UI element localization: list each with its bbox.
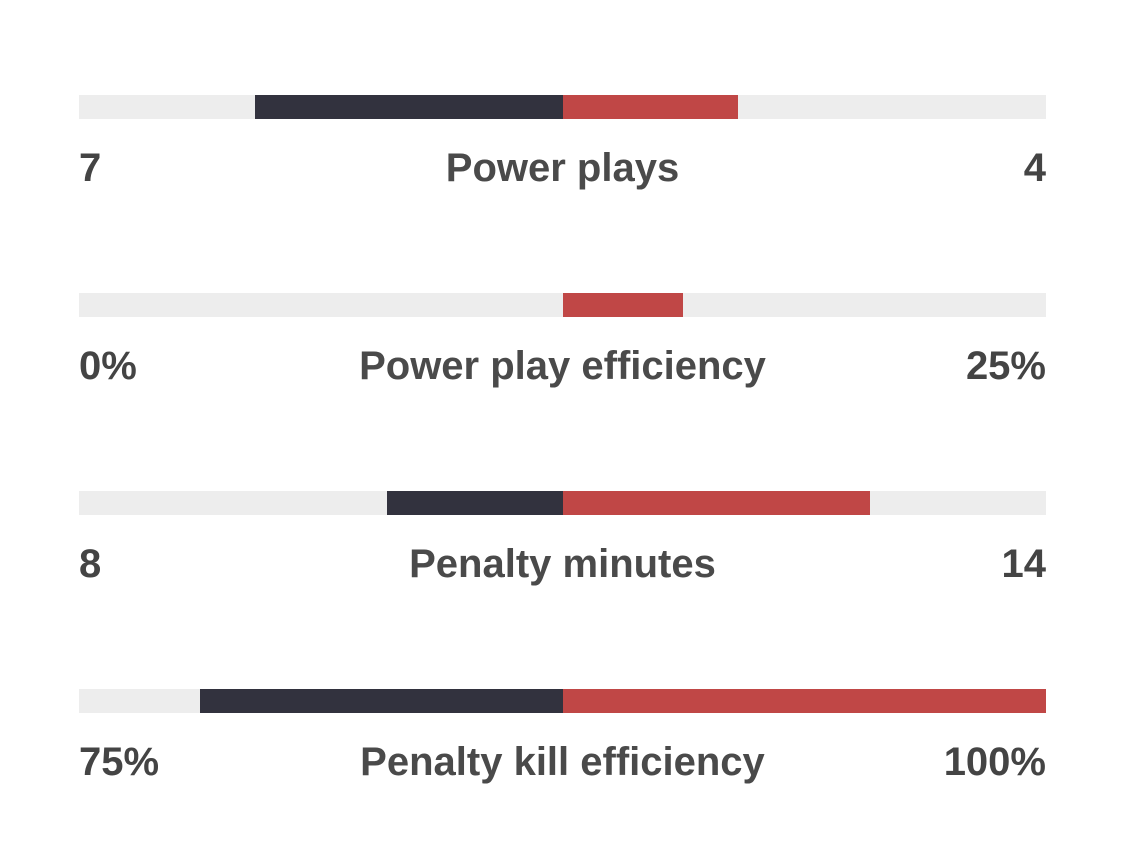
comparison-bar-track [79,689,1046,713]
stat-labels-row: 0% Power play efficiency 25% [79,343,1046,389]
home-value: 0% [79,344,137,388]
stat-row: 7 Power plays 4 [79,95,1046,191]
stat-label: Penalty minutes [409,542,716,586]
away-value: 100% [943,740,1046,784]
away-team-bar-segment [562,491,871,515]
away-team-bar-segment [562,689,1046,713]
home-value: 7 [79,146,102,190]
comparison-bar-track [79,95,1046,119]
comparison-bar-track [79,491,1046,515]
stat-label: Power play efficiency [359,344,766,388]
stat-labels-row: 8 Penalty minutes 14 [79,541,1046,587]
team-stats-comparison: 7 Power plays 4 0% Power play efficiency… [79,95,1046,785]
stat-row: 8 Penalty minutes 14 [79,491,1046,587]
home-team-bar-segment [199,689,563,713]
stat-label: Penalty kill efficiency [360,740,765,784]
home-value: 75% [79,740,160,784]
stat-label: Power plays [445,146,680,190]
away-value: 14 [1001,542,1047,586]
away-team-bar-segment [562,95,739,119]
home-team-bar-segment [386,491,563,515]
home-team-bar-segment [254,95,563,119]
stat-row: 75% Penalty kill efficiency 100% [79,689,1046,785]
away-value: 4 [1023,146,1046,190]
away-value: 25% [965,344,1046,388]
stat-labels-row: 75% Penalty kill efficiency 100% [79,739,1046,785]
home-value: 8 [79,542,102,586]
away-team-bar-segment [562,293,684,317]
stat-row: 0% Power play efficiency 25% [79,293,1046,389]
stat-labels-row: 7 Power plays 4 [79,145,1046,191]
comparison-bar-track [79,293,1046,317]
